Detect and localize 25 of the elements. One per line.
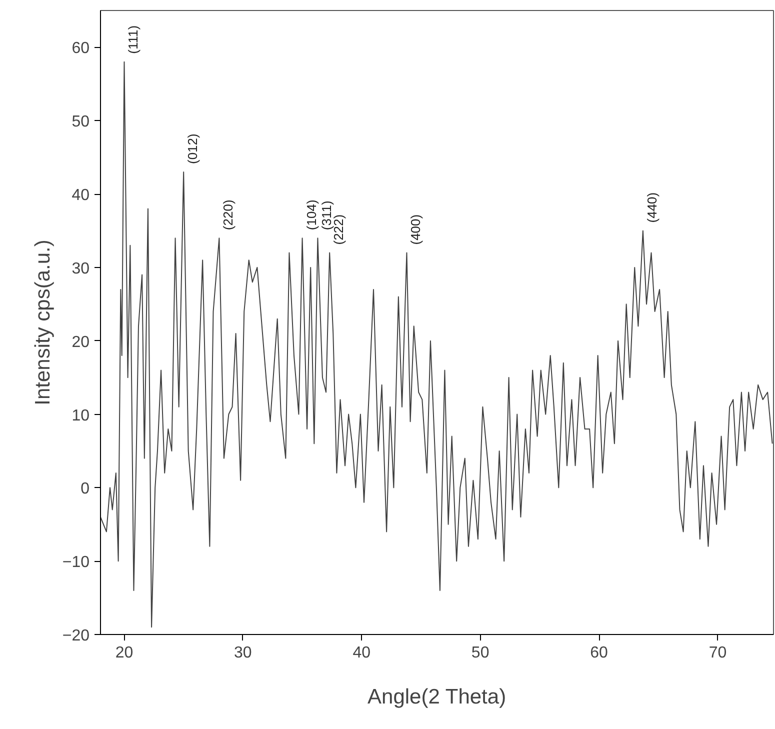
x-tick-label: 20 <box>115 644 134 662</box>
annotation: (104) <box>304 200 319 230</box>
y-axis-title: Intensity cps(a.u.) <box>31 240 54 406</box>
x-tick-label: 40 <box>352 644 371 662</box>
y-tick-label: 10 <box>72 407 90 424</box>
annotation: (111) <box>126 25 141 54</box>
x-tick-label: 70 <box>708 644 727 662</box>
line-series <box>100 61 773 628</box>
y-tick-label: 0 <box>80 480 90 498</box>
y-tick-label: 60 <box>72 40 90 58</box>
x-axis-title: Angle(2 Theta) <box>368 686 506 708</box>
annotation: (220) <box>220 200 236 230</box>
y-tick-label: −10 <box>62 554 90 572</box>
y-tick-label: 50 <box>72 114 90 131</box>
annotation: (440) <box>644 192 660 223</box>
annotation: (311) <box>319 200 334 230</box>
x-tick-label: 60 <box>590 644 608 662</box>
annotation: (400) <box>408 214 424 245</box>
y-tick-label: −20 <box>62 628 90 644</box>
y-tick-label: 20 <box>72 334 90 351</box>
x-tick-label: 30 <box>234 644 252 662</box>
x-tick-label: 50 <box>471 644 490 662</box>
annotation: (012) <box>185 134 200 164</box>
y-tick-label: 40 <box>72 187 90 204</box>
y-tick-label: 30 <box>72 260 90 278</box>
